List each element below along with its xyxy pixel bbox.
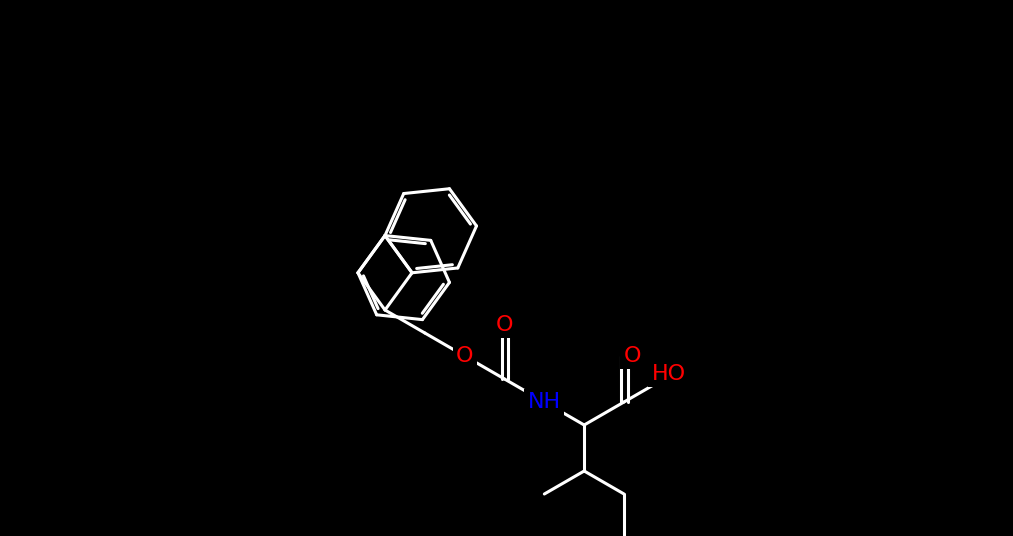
Text: O: O bbox=[495, 315, 514, 335]
Text: O: O bbox=[456, 346, 473, 366]
Text: O: O bbox=[623, 346, 641, 366]
Text: NH: NH bbox=[528, 392, 561, 412]
Text: HO: HO bbox=[651, 364, 686, 384]
